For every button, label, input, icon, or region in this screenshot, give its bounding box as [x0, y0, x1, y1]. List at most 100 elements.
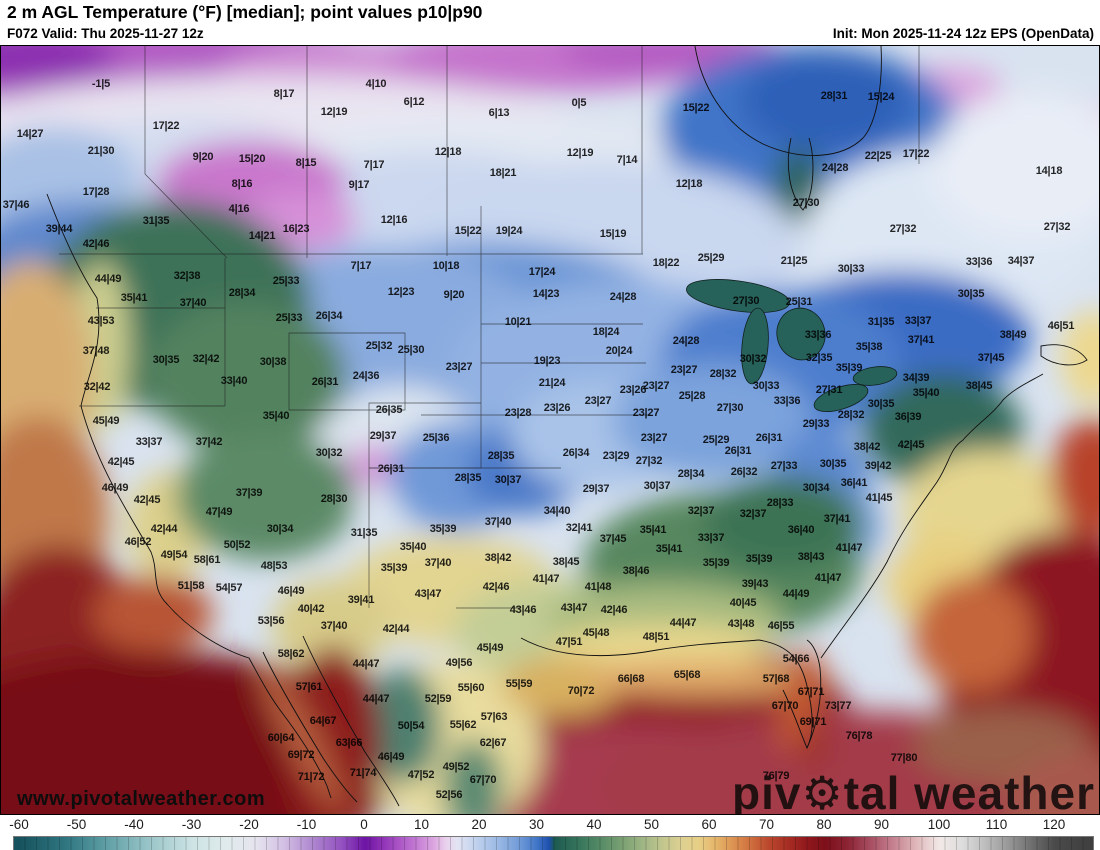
- point-value: 73|77: [824, 700, 852, 712]
- colorbar-tick-label: 0: [360, 817, 368, 832]
- point-value: 34|39: [902, 372, 930, 384]
- point-value: 26|31: [724, 445, 752, 457]
- point-value: 35|40: [399, 541, 427, 553]
- point-value: 19|23: [533, 355, 561, 367]
- point-value: 37|40: [179, 297, 207, 309]
- point-value: 30|35: [957, 288, 985, 300]
- point-value: 33|36: [965, 256, 993, 268]
- point-value: 12|19: [566, 147, 594, 159]
- point-value: 42|46: [82, 238, 110, 250]
- point-value: 28|32: [709, 368, 737, 380]
- point-value: 25|33: [272, 275, 300, 287]
- point-value: 70|72: [567, 685, 595, 697]
- point-value: 10|18: [432, 260, 460, 272]
- point-values-layer: -1|5 4|10 8|17 28|31 15|24 6|12 0|5 15|22 12|19 6…: [1, 46, 1099, 814]
- point-value: 32|37: [739, 508, 767, 520]
- point-value: 45|49: [92, 415, 120, 427]
- point-value: 39|44: [45, 223, 73, 235]
- point-value: 15|22: [682, 102, 710, 114]
- point-value: 30|38: [259, 356, 287, 368]
- point-value: 31|35: [142, 215, 170, 227]
- point-value: 31|35: [350, 527, 378, 539]
- point-value: 44|47: [352, 658, 380, 670]
- point-value: 26|35: [375, 404, 403, 416]
- point-value: 26|31: [377, 463, 405, 475]
- point-value: 65|68: [673, 669, 701, 681]
- point-value: 12|23: [387, 286, 415, 298]
- point-value: 52|56: [435, 789, 463, 801]
- colorbar-gradient: [13, 836, 1094, 850]
- point-value: 30|35: [819, 458, 847, 470]
- point-value: 37|40: [320, 620, 348, 632]
- point-value: 42|44: [150, 523, 178, 535]
- point-value: 57|63: [480, 711, 508, 723]
- point-value: 38|45: [965, 380, 993, 392]
- point-value: 30|33: [752, 380, 780, 392]
- point-value: 35|39: [429, 523, 457, 535]
- point-value: 37|40: [484, 516, 512, 528]
- point-value: 37|46: [2, 199, 30, 211]
- point-value: 12|18: [675, 178, 703, 190]
- point-value: 29|37: [369, 430, 397, 442]
- point-value: 40|45: [729, 597, 757, 609]
- point-value: 20|24: [605, 345, 633, 357]
- point-value: 25|36: [422, 432, 450, 444]
- point-value: 44|49: [94, 273, 122, 285]
- point-value: 62|67: [479, 737, 507, 749]
- point-value: 26|31: [755, 432, 783, 444]
- point-value: 23|26: [619, 384, 647, 396]
- colorbar-tick-label: -30: [181, 817, 202, 832]
- point-value: 35|39: [745, 553, 773, 565]
- point-value: 26|32: [730, 466, 758, 478]
- colorbar-tick-label: 80: [816, 817, 832, 832]
- point-value: 42|45: [107, 456, 135, 468]
- point-value: 44|47: [669, 617, 697, 629]
- colorbar-tick-label: 20: [471, 817, 487, 832]
- point-value: 67|70: [469, 774, 497, 786]
- point-value: 38|42: [853, 441, 881, 453]
- point-value: 47|51: [555, 636, 583, 648]
- colorbar-tick-label: 50: [643, 817, 660, 832]
- point-value: 42|46: [482, 581, 510, 593]
- colorbar-tick-label: -50: [66, 817, 87, 832]
- point-value: 25|28: [678, 390, 706, 402]
- point-value: 46|49: [101, 482, 129, 494]
- point-value: 25|32: [365, 340, 393, 352]
- point-value: 33|37: [904, 315, 932, 327]
- point-value: 30|37: [494, 474, 522, 486]
- colorbar-tick-label: -10: [296, 817, 317, 832]
- point-value: 26|34: [315, 310, 343, 322]
- point-value: 14|23: [532, 288, 560, 300]
- point-value: 55|60: [457, 682, 485, 694]
- point-value: 38|42: [484, 552, 512, 564]
- point-value: 48|51: [642, 631, 670, 643]
- point-value: 23|27: [670, 364, 698, 376]
- point-value: 48|53: [260, 560, 288, 572]
- point-value: 27|32: [635, 455, 663, 467]
- point-value: 14|18: [1035, 165, 1063, 177]
- point-value: 24|28: [821, 162, 849, 174]
- point-value: 28|34: [677, 468, 705, 480]
- point-value: 36|39: [894, 411, 922, 423]
- temperature-map: -1|5 4|10 8|17 28|31 15|24 6|12 0|5 15|22 12|19 6…: [0, 45, 1100, 815]
- point-value: 37|39: [235, 487, 263, 499]
- point-value: 29|37: [582, 483, 610, 495]
- point-value: 34|37: [1007, 255, 1035, 267]
- colorbar-tick-label: 120: [1042, 817, 1066, 832]
- point-value: 25|31: [785, 296, 813, 308]
- point-value: 71|74: [349, 767, 377, 779]
- point-value: 38|45: [552, 556, 580, 568]
- point-value: 19|24: [495, 225, 523, 237]
- point-value: 30|33: [837, 263, 865, 275]
- point-value: 15|20: [238, 153, 266, 165]
- colorbar-tick-label: 70: [758, 817, 775, 832]
- point-value: 35|40: [912, 387, 940, 399]
- point-value: 18|24: [592, 326, 620, 338]
- point-value: 43|47: [560, 602, 588, 614]
- point-value: 15|19: [599, 228, 627, 240]
- colorbar-strip: -60 -50 -40 -30 -20 -10 0 10 20 30 40 50 60 70 80 90 100…: [0, 815, 1100, 850]
- point-value: 46|49: [377, 751, 405, 763]
- header: 2 m AGL Temperature (°F) [median]; point…: [0, 0, 1100, 45]
- point-value: 60|64: [267, 732, 295, 744]
- point-value: 23|28: [504, 407, 532, 419]
